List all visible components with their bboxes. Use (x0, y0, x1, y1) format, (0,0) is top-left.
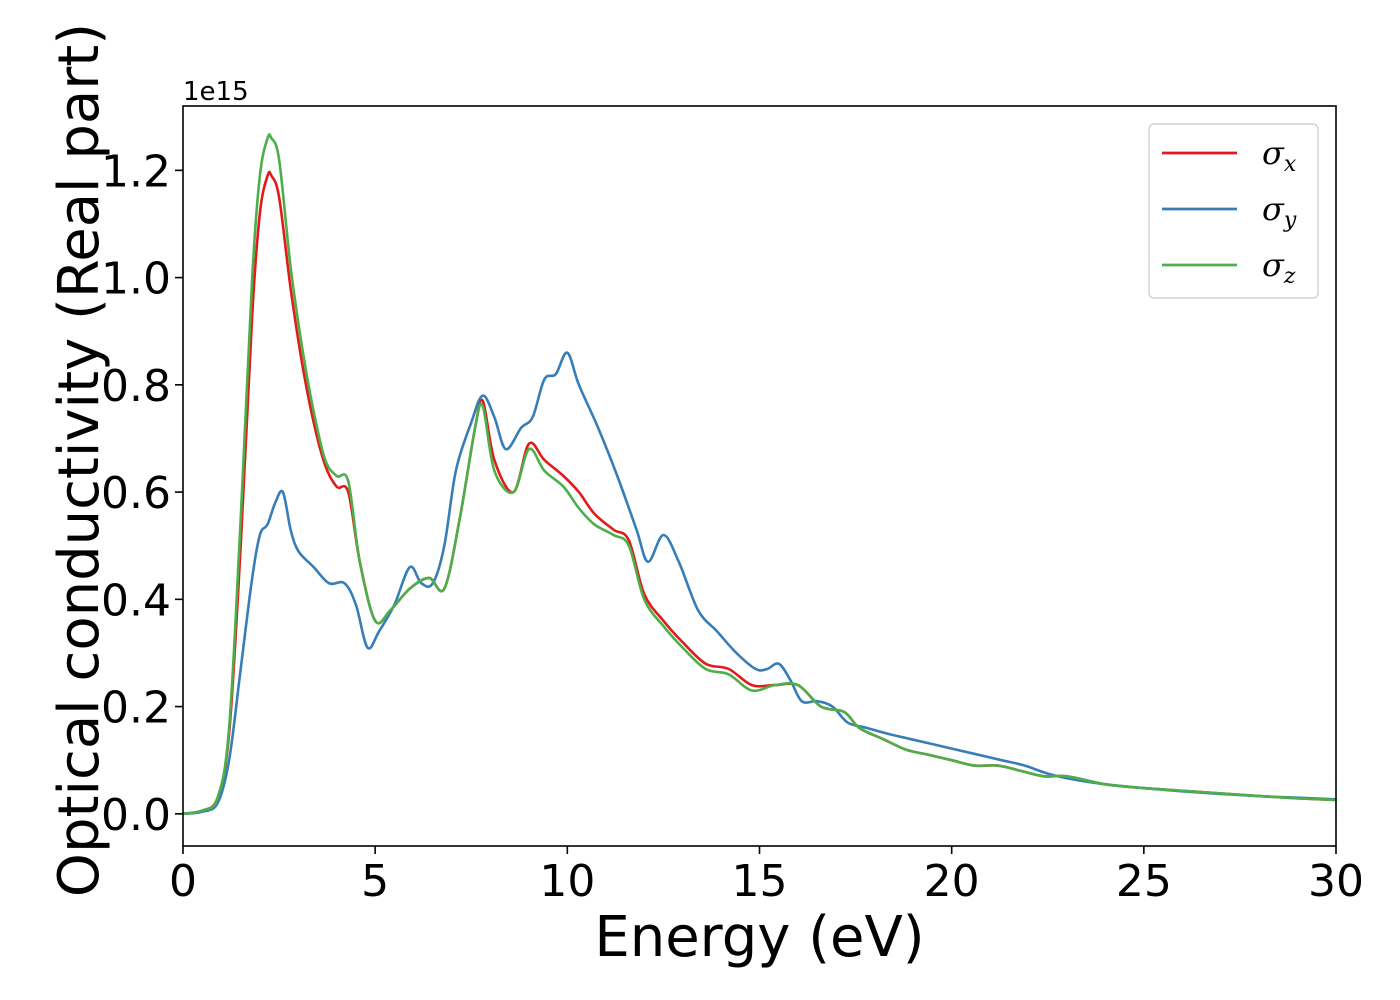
series-line-z (182, 133, 1337, 816)
tick-layer: 0 5 10 15 20 25 30 0.0 0.2 0.4 0.6 0.8 1.0 1.2 (101, 146, 1364, 907)
y-offset-label: 1e15 (183, 77, 249, 107)
x-tick-label: 25 (1116, 856, 1172, 907)
series-layer (182, 133, 1337, 816)
x-tick-label: 0 (169, 856, 197, 907)
legend-label-z: σz (1262, 246, 1296, 289)
plot-frame (182, 105, 1337, 847)
x-tick-label: 5 (361, 856, 389, 907)
y-tick-label: 0.2 (101, 683, 171, 734)
x-tick-label: 10 (539, 856, 595, 907)
x-tick-label: 20 (924, 856, 980, 907)
y-tick-label: 1.0 (101, 254, 171, 305)
y-axis-label: Optical conductivity (Real part) (47, 23, 112, 897)
series-line-y (182, 351, 1337, 816)
x-axis-label: Energy (eV) (594, 905, 924, 970)
y-tick-label: 0.0 (101, 790, 171, 841)
y-tick-label: 1.2 (101, 146, 171, 197)
y-tick-label: 0.6 (101, 468, 171, 519)
x-tick-label: 15 (732, 856, 788, 907)
legend: σx σy σz (1148, 123, 1319, 299)
y-tick-label: 0.8 (101, 361, 171, 412)
x-tick-label: 30 (1308, 856, 1364, 907)
y-tick-label: 0.4 (101, 575, 171, 626)
legend-box (1148, 123, 1319, 299)
legend-label-x: σx (1262, 134, 1297, 177)
legend-label-y: σy (1262, 190, 1297, 233)
